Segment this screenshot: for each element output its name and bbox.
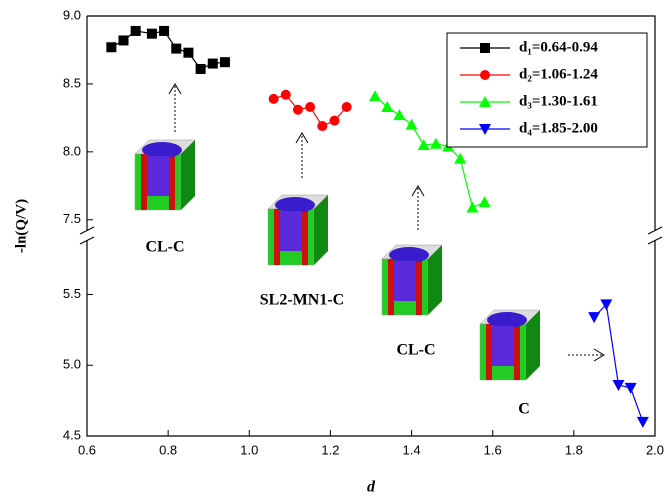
insets [135, 140, 540, 380]
marker [208, 59, 218, 69]
legend-label: d₃=1.30-1.61 [519, 93, 598, 109]
y-tick-label: 5.5 [63, 286, 81, 301]
legend-marker [480, 43, 490, 53]
marker [317, 121, 327, 131]
marker [269, 94, 279, 104]
x-tick-label: 0.6 [78, 442, 96, 457]
annotation: C [518, 401, 530, 418]
marker [369, 90, 381, 101]
annotation: CL-C [396, 342, 435, 359]
marker [159, 26, 169, 36]
x-axis-label: d [367, 479, 376, 496]
marker [406, 119, 418, 130]
x-tick-label: 1.6 [484, 442, 502, 457]
y-tick-label: 7.5 [63, 211, 81, 226]
marker [171, 44, 181, 54]
marker [466, 202, 478, 213]
x-tick-label: 2.0 [646, 442, 664, 457]
y-tick-label: 8.5 [63, 75, 81, 90]
marker [131, 26, 141, 36]
series-line [594, 304, 643, 421]
marker [106, 42, 116, 52]
y-tick-label: 4.5 [63, 427, 81, 442]
marker [637, 417, 649, 428]
legend-label: d₁=0.64-0.94 [519, 39, 598, 55]
marker [479, 196, 491, 207]
marker [220, 57, 230, 67]
marker [293, 105, 303, 115]
y-axis-label: -ln(Q/V) [13, 199, 29, 253]
marker [305, 102, 315, 112]
marker [196, 64, 206, 74]
legend-label: d₄=1.85-2.00 [519, 120, 598, 136]
x-tick-label: 1.4 [403, 442, 421, 457]
marker [281, 90, 291, 100]
marker [625, 383, 637, 394]
marker [183, 48, 193, 58]
annotation: SL2-MN1-C [260, 292, 344, 309]
x-tick-label: 0.8 [159, 442, 177, 457]
annotation: CL-C [145, 239, 184, 256]
legend-marker [480, 70, 490, 80]
marker [430, 138, 442, 149]
chart: CL-C SL2-MN1-C CL-C C d -ln(Q/V) 0.6 0.8 1… [0, 0, 672, 498]
marker [147, 29, 157, 39]
legend-label: d₂=1.06-1.24 [519, 66, 598, 82]
x-tick-label: 1.2 [321, 442, 339, 457]
x-tick-label: 1.0 [240, 442, 258, 457]
marker [119, 35, 129, 45]
marker [393, 109, 405, 120]
y-tick-label: 8.0 [63, 143, 81, 158]
y-tick-label: 5.0 [63, 357, 81, 372]
marker [342, 102, 352, 112]
y-tick-label: 9.0 [63, 7, 81, 22]
marker [329, 116, 339, 126]
marker [588, 312, 600, 323]
x-tick-label: 1.8 [565, 442, 583, 457]
